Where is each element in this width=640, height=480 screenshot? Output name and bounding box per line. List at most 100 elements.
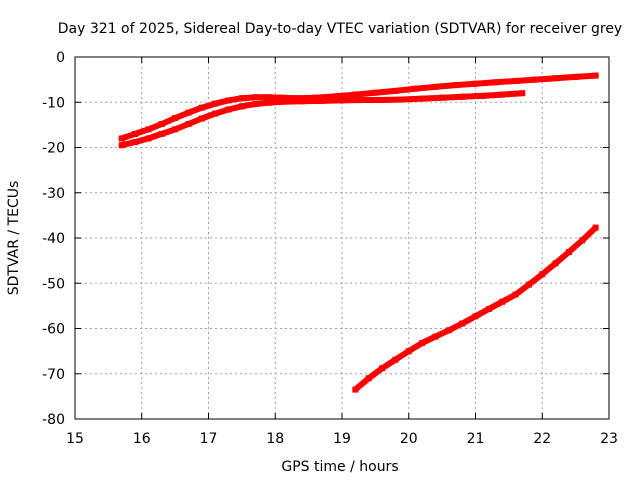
- y-tick-label: -50: [42, 276, 65, 292]
- data-point: [445, 327, 452, 334]
- data-point: [185, 120, 192, 127]
- x-tick-label: 15: [66, 431, 84, 447]
- data-point: [339, 97, 345, 104]
- data-point: [212, 100, 219, 107]
- x-tick-label: 21: [467, 431, 485, 447]
- data-point: [278, 94, 285, 101]
- data-point: [579, 237, 586, 244]
- data-point: [198, 104, 205, 111]
- data-point: [352, 91, 359, 98]
- x-tick-label: 19: [333, 431, 351, 447]
- data-point: [519, 90, 526, 97]
- data-point: [225, 106, 232, 113]
- data-point: [379, 365, 386, 372]
- data-point: [212, 110, 219, 117]
- data-point: [592, 224, 599, 231]
- data-point: [399, 96, 406, 103]
- data-point: [359, 96, 366, 103]
- data-point: [485, 306, 492, 313]
- y-tick-label: -80: [42, 412, 65, 428]
- data-point: [132, 139, 139, 146]
- y-tick-label: -20: [42, 141, 65, 157]
- data-point: [592, 72, 599, 79]
- data-point: [118, 142, 125, 149]
- data-point: [432, 83, 439, 90]
- data-point: [439, 94, 446, 101]
- grid: [75, 57, 609, 419]
- series-line-1: [118, 72, 599, 142]
- data-point: [225, 97, 232, 104]
- data-point: [312, 94, 319, 101]
- data-point: [172, 126, 179, 133]
- y-tick-label: -10: [42, 95, 65, 111]
- data-point: [352, 386, 359, 393]
- data-point: [479, 92, 486, 99]
- data-point: [412, 85, 419, 92]
- x-tick-label: 18: [266, 431, 284, 447]
- data-point: [332, 93, 339, 100]
- y-tick-label: -40: [42, 231, 65, 247]
- data-point: [132, 130, 139, 137]
- data-point: [405, 348, 412, 355]
- data-point: [452, 82, 459, 89]
- data-point: [292, 95, 299, 102]
- data-point: [265, 99, 272, 106]
- x-axis-label: GPS time / hours: [281, 459, 398, 475]
- tick-labels: 15 16 17 18 19 20 21 22 23 0 -10 -20 -30 -40 -50 -60 -70…: [42, 50, 618, 447]
- data-point: [419, 95, 426, 102]
- data-point: [265, 94, 272, 101]
- data-point: [552, 260, 559, 267]
- y-tick-label: -60: [42, 322, 65, 338]
- data-point: [365, 375, 372, 382]
- data-point: [392, 87, 399, 94]
- data-point: [252, 94, 259, 101]
- data-point: [238, 103, 245, 110]
- x-tick-label: 16: [133, 431, 151, 447]
- data-point: [252, 101, 259, 108]
- y-axis-label: SDTVAR / TECUs: [6, 181, 22, 296]
- data-point: [499, 298, 506, 305]
- data-point: [525, 281, 532, 288]
- y-tick-label: -30: [42, 186, 65, 202]
- series-layer: [118, 72, 599, 393]
- data-point: [565, 249, 572, 256]
- data-point: [552, 75, 559, 82]
- x-tick-label: 20: [400, 431, 418, 447]
- data-point: [472, 313, 479, 320]
- data-point: [318, 97, 325, 104]
- data-point: [512, 291, 519, 298]
- data-point: [459, 320, 466, 327]
- data-point: [145, 126, 152, 133]
- data-point: [432, 333, 439, 340]
- data-point: [379, 96, 386, 103]
- x-tick-label: 22: [533, 431, 551, 447]
- data-point: [492, 79, 499, 86]
- data-point: [158, 120, 165, 127]
- data-point: [392, 356, 399, 363]
- data-point: [499, 91, 506, 98]
- data-point: [372, 89, 379, 96]
- x-tick-label: 23: [600, 431, 618, 447]
- chart-title: Day 321 of 2025, Sidereal Day-to-day VTE…: [58, 21, 622, 37]
- data-point: [158, 130, 165, 137]
- data-point: [532, 76, 539, 83]
- data-point: [185, 109, 192, 116]
- data-point: [472, 80, 479, 87]
- data-point: [298, 98, 305, 105]
- ticks: [74, 56, 610, 420]
- y-tick-label: -70: [42, 367, 65, 383]
- data-point: [459, 93, 466, 100]
- data-point: [539, 271, 546, 278]
- data-point: [172, 115, 179, 122]
- x-tick-label: 17: [200, 431, 218, 447]
- data-point: [278, 98, 285, 105]
- data-point: [118, 135, 125, 142]
- data-point: [419, 339, 426, 346]
- data-point: [512, 77, 519, 84]
- data-point: [572, 73, 579, 80]
- y-tick-label: 0: [56, 50, 65, 66]
- data-point: [198, 115, 205, 122]
- data-point: [145, 135, 152, 142]
- data-point: [238, 95, 245, 102]
